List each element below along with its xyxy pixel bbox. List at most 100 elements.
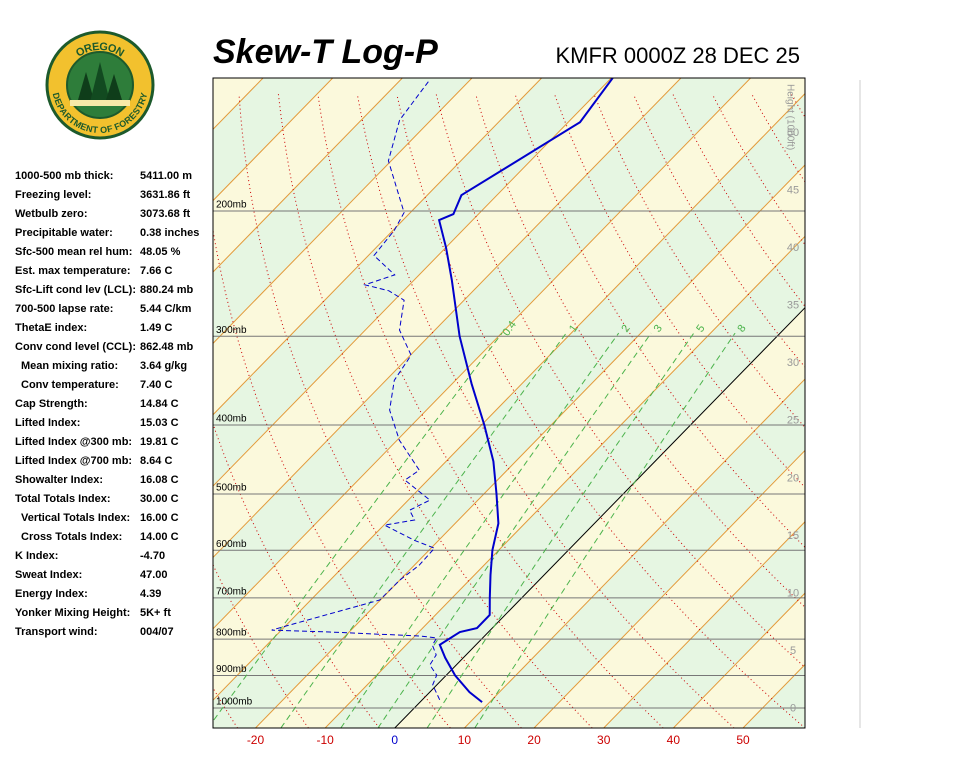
x-tick-label: 0 bbox=[391, 733, 398, 747]
index-value: 30.00 C bbox=[140, 493, 179, 505]
index-label: Wetbulb zero: bbox=[15, 208, 88, 220]
index-value: -4.70 bbox=[140, 550, 165, 562]
index-value: 4.39 bbox=[140, 588, 161, 600]
y2-tick-label: 15 bbox=[787, 530, 799, 542]
index-value: 7.40 C bbox=[140, 379, 172, 391]
index-value: 3.64 g/kg bbox=[140, 360, 187, 372]
index-label: Precipitable water: bbox=[15, 227, 113, 239]
index-label: Vertical Totals Index: bbox=[21, 512, 130, 524]
index-value: 880.24 mb bbox=[140, 284, 193, 296]
index-value: 19.81 C bbox=[140, 436, 179, 448]
y2-tick-label: 30 bbox=[787, 357, 799, 369]
index-label: Mean mixing ratio: bbox=[21, 360, 118, 372]
index-label: Conv cond level (CCL): bbox=[15, 341, 136, 353]
dry-adiabat bbox=[396, 94, 805, 728]
isotherm bbox=[394, 306, 805, 728]
isotherm bbox=[813, 78, 960, 728]
index-value: 8.64 C bbox=[140, 455, 172, 467]
index-label: Total Totals Index: bbox=[15, 493, 111, 505]
mixing-ratio-label: 2 bbox=[619, 323, 632, 335]
y2-tick-label: 20 bbox=[787, 472, 799, 484]
index-value: 47.00 bbox=[140, 569, 168, 581]
isotherm bbox=[464, 378, 805, 728]
index-value: 5.44 C/km bbox=[140, 303, 192, 315]
index-label: K Index: bbox=[15, 550, 58, 562]
mixing-ratio-line bbox=[426, 332, 695, 728]
index-value: 3631.86 ft bbox=[140, 189, 190, 201]
dry-adiabat bbox=[317, 94, 664, 728]
y2-tick-label: 10 bbox=[787, 587, 799, 599]
y-tick-label: 300mb bbox=[216, 325, 247, 336]
index-label: Freezing level: bbox=[15, 189, 91, 201]
index-value: 5K+ ft bbox=[140, 607, 171, 619]
index-value: 5411.00 m bbox=[140, 170, 192, 182]
isotherm bbox=[324, 235, 805, 728]
isotherm bbox=[213, 78, 682, 559]
index-label: Sweat Index: bbox=[15, 569, 82, 581]
chart-title: Skew-T Log-P bbox=[213, 33, 438, 71]
isotherm bbox=[213, 78, 543, 416]
index-value: 48.05 % bbox=[140, 246, 181, 258]
mixing-ratio-label: 1 bbox=[567, 323, 580, 335]
index-label: Cap Strength: bbox=[15, 398, 88, 410]
index-value: 14.00 C bbox=[140, 531, 179, 543]
logo: OREGON DEPARTMENT OF FORESTRY bbox=[45, 30, 155, 140]
temperature-band bbox=[213, 78, 805, 701]
dry-adiabat bbox=[949, 94, 960, 728]
mixing-ratio-label: 5 bbox=[694, 323, 707, 335]
index-value: 16.00 C bbox=[140, 512, 179, 524]
temperature-line bbox=[437, 78, 614, 703]
plot-frame bbox=[212, 77, 806, 729]
x-tick-label: 50 bbox=[736, 733, 750, 747]
isotherm bbox=[603, 521, 805, 728]
dry-adiabat bbox=[238, 94, 522, 728]
index-label: Energy Index: bbox=[15, 588, 88, 600]
y-tick-label: 1000mb bbox=[216, 697, 253, 708]
mixing-ratio-line bbox=[474, 332, 736, 728]
dry-adiabat bbox=[870, 94, 960, 728]
mixing-ratio-line bbox=[377, 332, 652, 728]
logo-top-text: OREGON bbox=[74, 41, 126, 60]
isotherm bbox=[673, 592, 805, 728]
index-label: 1000-500 mb thick: bbox=[15, 170, 113, 182]
y2-tick-label: 40 bbox=[787, 242, 799, 254]
index-value: 14.84 C bbox=[140, 398, 179, 410]
isotherm bbox=[213, 78, 403, 273]
y2-tick-label: 0 bbox=[790, 702, 796, 714]
index-value: 16.08 C bbox=[140, 474, 179, 486]
x-tick-label: -20 bbox=[247, 733, 265, 747]
index-label: Transport wind: bbox=[15, 626, 98, 638]
y2-tick-label: 45 bbox=[787, 185, 799, 197]
y2-tick-label: 25 bbox=[787, 415, 799, 427]
index-label: Lifted Index @700 mb: bbox=[15, 455, 132, 467]
x-tick-label: 40 bbox=[667, 733, 681, 747]
index-label: Est. max temperature: bbox=[15, 265, 131, 277]
y-tick-label: 400mb bbox=[216, 414, 247, 425]
isotherm bbox=[213, 78, 612, 487]
plot-area bbox=[213, 78, 960, 728]
dry-adiabat bbox=[790, 93, 805, 119]
dry-adiabat bbox=[910, 94, 960, 728]
index-label: Lifted Index: bbox=[15, 417, 80, 429]
y-tick-label: 500mb bbox=[216, 483, 247, 494]
temperature-band bbox=[813, 78, 960, 728]
index-value: 1.49 C bbox=[140, 322, 172, 334]
mixing-ratio-label: 3 bbox=[652, 323, 665, 335]
dry-adiabat bbox=[213, 422, 380, 728]
logo-top: OREGON bbox=[74, 41, 126, 60]
isotherm bbox=[533, 449, 805, 728]
index-label: ThetaE index: bbox=[15, 322, 87, 334]
dry-adiabat bbox=[831, 94, 960, 728]
index-label: Showalter Index: bbox=[15, 474, 103, 486]
index-label: Sfc-500 mean rel hum: bbox=[15, 246, 132, 258]
y-tick-label: 900mb bbox=[216, 664, 247, 675]
index-value: 004/07 bbox=[140, 626, 174, 638]
indices-list: 1000-500 mb thick: 5411.00 m Freezing leve… bbox=[15, 170, 199, 638]
isotherm bbox=[213, 78, 334, 202]
isotherm bbox=[255, 164, 805, 728]
x-tick-label: 30 bbox=[597, 733, 611, 747]
y-tick-label: 700mb bbox=[216, 586, 247, 597]
mixing-ratio-label: 8 bbox=[735, 323, 748, 335]
